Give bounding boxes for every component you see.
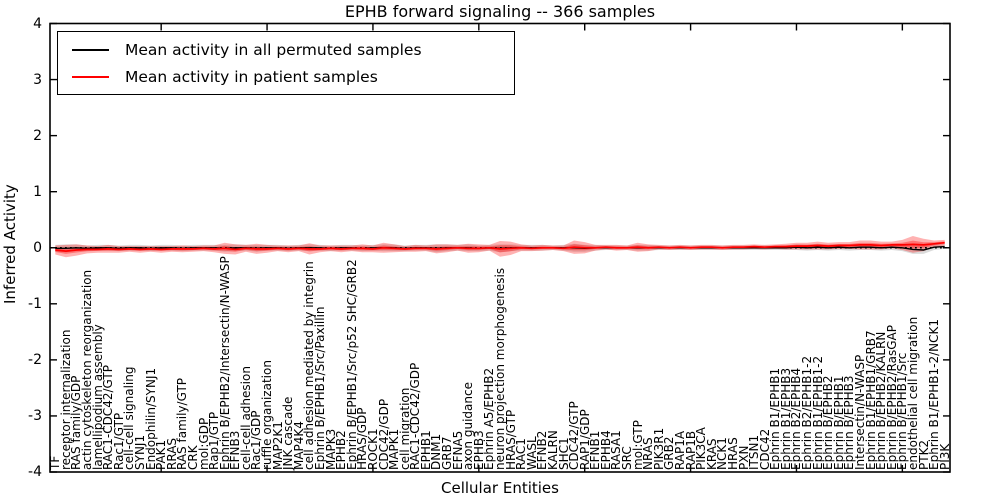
y-tick-label: -2 — [28, 351, 42, 368]
legend-entry-patient: Mean activity in patient samples — [58, 64, 514, 90]
y-tick-label: 3 — [33, 71, 42, 88]
y-tick-label: 2 — [33, 127, 42, 144]
x-tick-label: PI3K — [937, 443, 952, 470]
y-tick-label: -3 — [28, 407, 42, 424]
permuted-line-swatch — [72, 48, 109, 51]
patient-line-swatch — [72, 75, 109, 78]
y-tick-label: 1 — [33, 183, 42, 200]
legend-label-patient: Mean activity in patient samples — [125, 67, 378, 86]
legend-label-permuted: Mean activity in all permuted samples — [125, 40, 422, 59]
legend-entry-permuted: Mean activity in all permuted samples — [58, 37, 514, 63]
y-tick-label: -4 — [28, 464, 42, 480]
patient-mean-line — [55, 241, 945, 252]
y-tick-label: -1 — [28, 295, 42, 312]
legend: Mean activity in all permuted samples Me… — [57, 31, 515, 95]
patient-range-band — [55, 236, 945, 258]
x-axis-label: Cellular Entities — [441, 479, 559, 497]
y-tick-label: 0 — [33, 239, 42, 256]
y-tick-label: 4 — [33, 15, 42, 32]
chart-title: EPHB forward signaling -- 366 samples — [344, 2, 656, 21]
